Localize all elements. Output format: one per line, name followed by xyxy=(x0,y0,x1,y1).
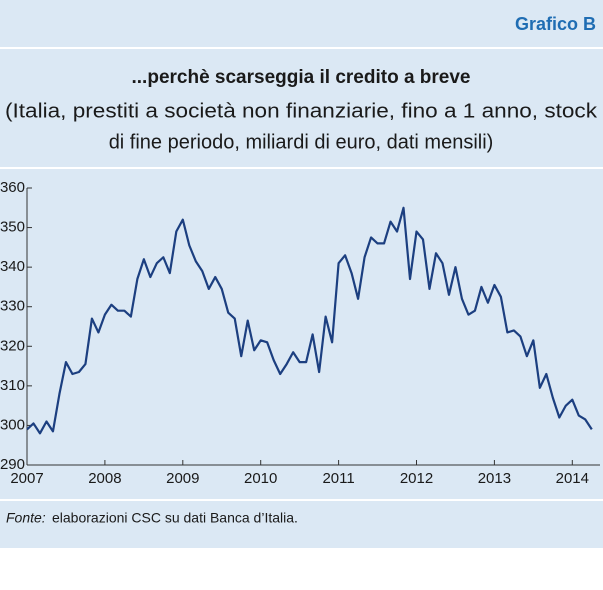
source-label: Fonte: xyxy=(6,510,46,526)
chart-subtitle: di fine periodo, miliardi di euro, dati … xyxy=(109,131,494,153)
y-tick-label: 350 xyxy=(0,219,25,236)
x-tick-label: 2011 xyxy=(322,470,354,487)
x-tick-label: 2008 xyxy=(88,470,121,487)
x-tick-label: 2012 xyxy=(400,470,433,487)
y-tick-label: 330 xyxy=(0,298,25,315)
y-tick-label: 360 xyxy=(0,179,25,196)
x-tick-label: 2014 xyxy=(556,470,589,487)
y-tick-label: 340 xyxy=(0,258,25,275)
source-text: elaborazioni CSC su dati Banca d’Italia. xyxy=(52,510,298,526)
x-tick-label: 2013 xyxy=(478,470,511,487)
y-tick-label: 300 xyxy=(0,416,25,433)
y-tick-label: 290 xyxy=(0,456,25,473)
y-tick-label: 320 xyxy=(0,337,25,354)
chart-subtitle: (Italia, prestiti a società non finanzia… xyxy=(5,100,598,122)
y-tick-label: 310 xyxy=(0,377,25,394)
x-tick-label: 2007 xyxy=(10,470,43,487)
chart-label: Grafico B xyxy=(515,14,596,34)
chart-title: ...perchè scarseggia il credito a breve xyxy=(132,67,471,88)
x-tick-label: 2010 xyxy=(244,470,277,487)
line-series xyxy=(26,206,593,435)
panel xyxy=(0,0,603,548)
x-tick-label: 2009 xyxy=(166,470,199,487)
